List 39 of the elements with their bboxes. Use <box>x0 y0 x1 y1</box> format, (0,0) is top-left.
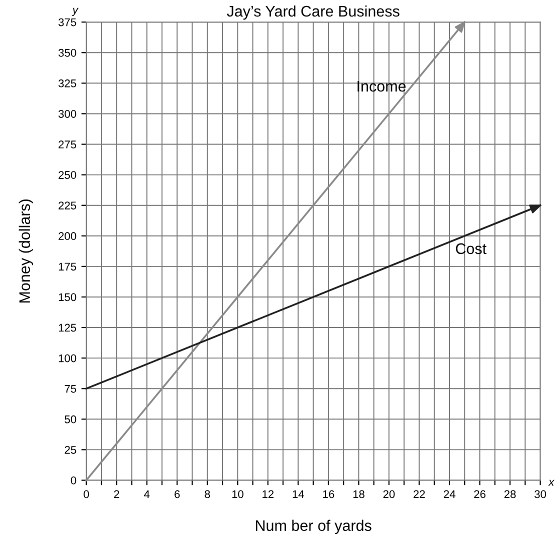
x-tick-label: 20 <box>383 490 395 498</box>
x-tick-label: 16 <box>323 490 334 498</box>
text: x <box>548 480 555 486</box>
y-tick-label: 150 <box>58 293 76 302</box>
text: y <box>72 8 79 16</box>
x-tick-label: 30 <box>534 490 546 498</box>
x-tick-label: 0 <box>84 490 89 498</box>
x-tick-label: 10 <box>232 490 244 498</box>
x-tick-label: 22 <box>414 490 425 498</box>
x-tick-label: 18 <box>353 490 364 498</box>
x-tick-label: 2 <box>114 490 120 498</box>
y-tick-label: 50 <box>64 415 76 424</box>
y-axis-title: Money (dollars) <box>18 199 34 303</box>
x-tick-label: 8 <box>204 490 210 498</box>
y-tick-label: 350 <box>58 48 76 57</box>
y-tick-label: 250 <box>58 171 76 179</box>
x-tick-label: 26 <box>474 490 486 498</box>
y-tick-label: 175 <box>58 262 76 271</box>
x-tick-label: 24 <box>444 490 456 498</box>
x-tick-label: 6 <box>174 490 180 498</box>
series-label: Cost <box>456 243 486 254</box>
y-tick-label: 25 <box>64 446 76 454</box>
x-axis-title: Num ber of yards <box>256 520 372 534</box>
y-tick-label: 300 <box>58 110 76 118</box>
chart-title: Jay’s Yard Care Business <box>226 5 400 20</box>
x-tick-label: 14 <box>292 490 304 498</box>
y-tick-label: 75 <box>64 384 76 393</box>
y-tick-label: 100 <box>58 354 76 362</box>
x-tick-label: 28 <box>504 490 516 498</box>
y-tick-label: 375 <box>58 18 76 26</box>
series-label: Income <box>358 81 406 92</box>
x-tick-label: 4 <box>144 490 150 498</box>
x-tick-label: 12 <box>262 490 274 498</box>
y-tick-label: 200 <box>58 232 76 240</box>
y-tick-label: 225 <box>58 202 76 210</box>
y-tick-label: 125 <box>58 324 76 332</box>
y-tick-label: 275 <box>58 140 76 148</box>
y-tick-label: 325 <box>58 79 76 88</box>
y-tick-label: 0 <box>70 476 76 484</box>
